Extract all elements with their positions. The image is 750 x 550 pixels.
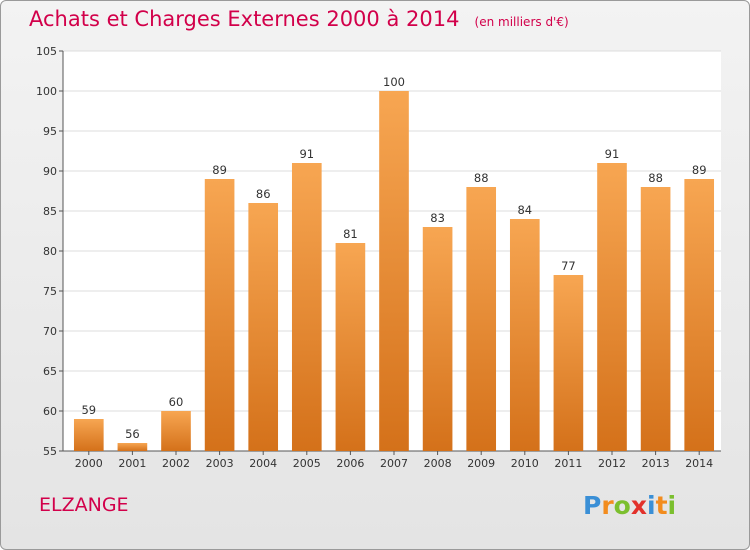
bar [73,419,104,451]
bar [466,187,497,451]
bar [117,443,148,451]
bar [597,163,627,451]
y-tick-label: 100 [36,85,57,98]
bar-value-label: 77 [561,259,576,273]
bar [684,179,715,451]
bar-value-label: 88 [474,171,489,185]
y-tick-label: 55 [43,445,57,458]
x-tick-label: 2006 [336,457,364,470]
bar [553,275,584,451]
chart-title-text: Achats et Charges Externes 2000 à 2014 [29,7,460,31]
x-tick-label: 2009 [467,457,495,470]
chart-title: Achats et Charges Externes 2000 à 2014 (… [29,7,569,31]
x-tick-label: 2013 [642,457,670,470]
x-tick-label: 2000 [75,457,103,470]
bar-value-label: 91 [605,147,620,161]
bar-value-label: 89 [692,163,707,177]
x-tick-label: 2005 [293,457,321,470]
bar-value-label: 81 [343,227,358,241]
x-tick-label: 2003 [206,457,234,470]
x-tick-label: 2001 [118,457,146,470]
logo-letter: P [583,491,602,520]
bar-value-label: 84 [517,203,532,217]
y-tick-label: 80 [43,245,57,258]
bar-value-label: 100 [383,75,405,89]
x-tick-label: 2014 [685,457,713,470]
x-tick-label: 2008 [424,457,452,470]
bar-value-label: 91 [299,147,314,161]
bar [509,219,540,451]
proxiti-logo[interactable]: Proxiti [583,491,676,520]
bar-value-label: 83 [430,211,445,225]
y-tick-label: 95 [43,125,57,138]
y-tick-label: 70 [43,325,57,338]
bar [379,91,409,451]
logo-letter: x [630,491,647,520]
bar-value-label: 86 [256,187,271,201]
commune-name: ELZANGE [39,494,129,516]
bar [422,227,453,451]
chart-unit: (en milliers d'€) [474,15,569,29]
x-tick-label: 2002 [162,457,190,470]
bar [248,203,279,451]
bar-value-label: 89 [212,163,227,177]
x-tick-label: 2007 [380,457,408,470]
y-tick-label: 85 [43,205,57,218]
logo-letter: r [601,491,614,520]
y-tick-label: 75 [43,285,57,298]
bar [161,411,191,451]
y-tick-label: 65 [43,365,57,378]
bar-value-label: 88 [648,171,663,185]
bar [204,179,235,451]
x-tick-label: 2012 [598,457,626,470]
bar [640,187,671,451]
x-tick-label: 2004 [249,457,277,470]
bar [335,243,366,451]
logo-letter: i [667,491,677,520]
bar-value-label: 60 [169,395,184,409]
x-tick-label: 2011 [554,457,582,470]
y-tick-label: 90 [43,165,57,178]
logo-letter: o [613,491,631,520]
bar-value-label: 59 [81,403,96,417]
y-tick-label: 105 [36,45,57,58]
x-tick-label: 2010 [511,457,539,470]
bar [291,163,322,451]
logo-letter: i [647,491,656,520]
y-tick-label: 60 [43,405,57,418]
bar-value-label: 56 [125,427,140,441]
logo-letter: t [655,491,668,520]
